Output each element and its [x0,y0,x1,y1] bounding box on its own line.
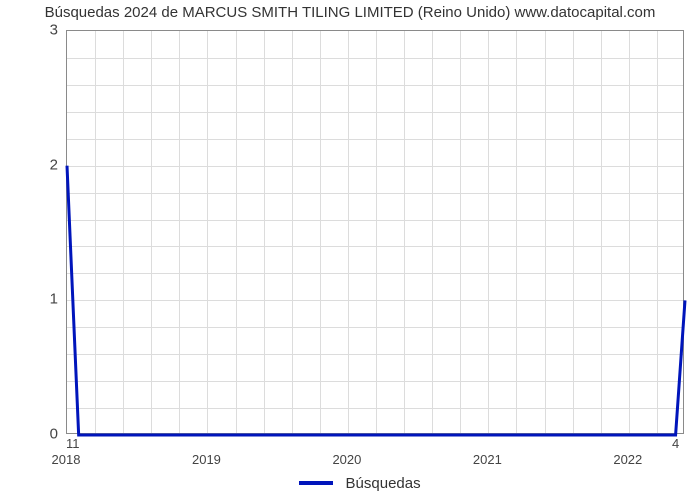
legend-swatch [299,481,333,485]
plot-area [66,30,684,434]
legend-label: Búsquedas [346,475,421,492]
data-annotation: 11 [66,436,80,451]
y-tick-label: 3 [38,22,58,39]
data-annotation: 4 [672,436,679,451]
chart-title: Búsquedas 2024 de MARCUS SMITH TILING LI… [0,4,700,21]
x-tick-label: 2022 [613,452,642,467]
x-tick-label: 2020 [332,452,361,467]
chart-root: { "chart": { "type": "line", "title": "B… [0,0,700,500]
x-tick-label: 2018 [52,452,81,467]
x-tick-label: 2021 [473,452,502,467]
y-tick-label: 1 [38,291,58,308]
series-line [67,31,685,435]
x-tick-label: 2019 [192,452,221,467]
y-tick-label: 2 [38,156,58,173]
legend: Búsquedas [280,474,440,492]
y-tick-label: 0 [38,426,58,443]
